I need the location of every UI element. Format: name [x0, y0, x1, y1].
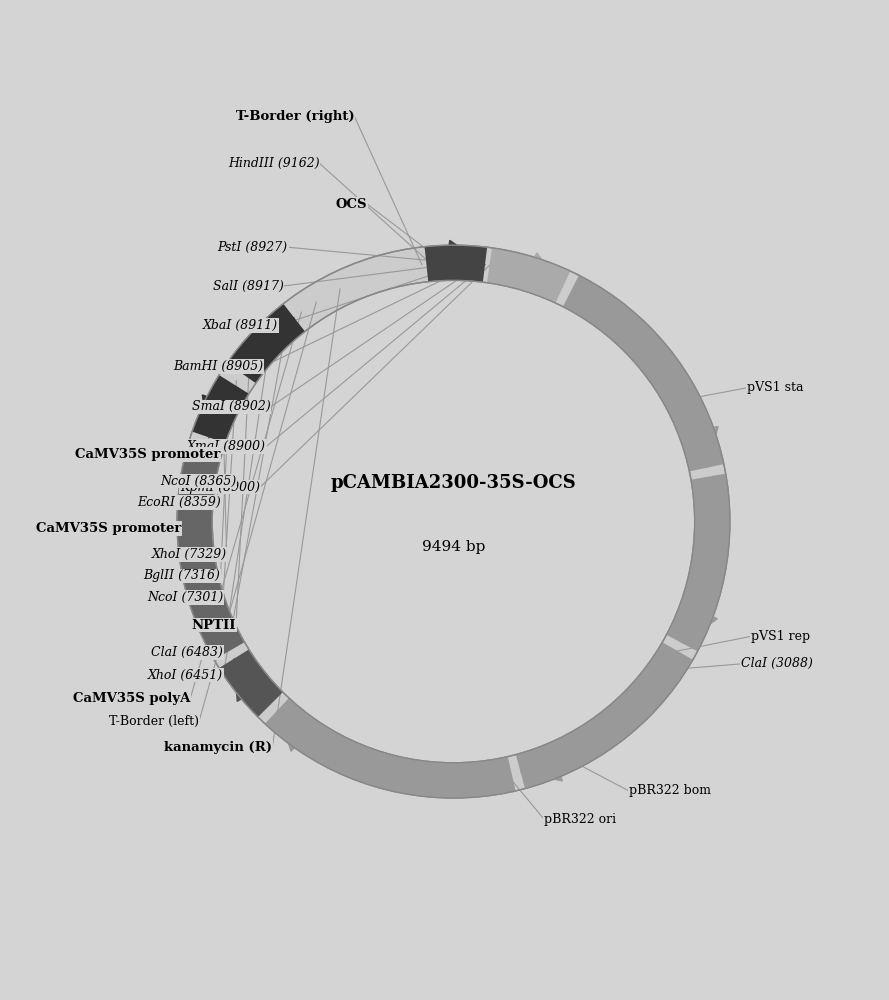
Text: pVS1 rep: pVS1 rep: [751, 630, 810, 643]
Polygon shape: [682, 600, 717, 643]
Polygon shape: [252, 318, 294, 357]
Text: NPTII: NPTII: [191, 619, 236, 632]
Text: SmaI (8902): SmaI (8902): [192, 400, 270, 413]
Text: NcoI (8365): NcoI (8365): [160, 475, 236, 488]
Polygon shape: [234, 659, 271, 701]
Polygon shape: [520, 253, 563, 289]
Text: 9494 bp: 9494 bp: [421, 540, 485, 554]
Text: HindIII (9162): HindIII (9162): [228, 157, 320, 170]
Text: T-Border (right): T-Border (right): [236, 110, 354, 123]
Polygon shape: [265, 698, 516, 798]
Text: CaMV35S promoter: CaMV35S promoter: [76, 448, 220, 461]
Polygon shape: [425, 245, 487, 282]
Text: OCS: OCS: [336, 198, 367, 211]
Text: XhoI (7329): XhoI (7329): [151, 548, 227, 561]
Text: XhoI (6451): XhoI (6451): [148, 669, 223, 682]
Text: XbaI (8911): XbaI (8911): [204, 319, 278, 332]
Text: BglII (7316): BglII (7316): [144, 569, 220, 582]
Polygon shape: [192, 375, 249, 443]
Polygon shape: [220, 650, 283, 717]
Polygon shape: [563, 276, 724, 471]
Text: KpmI (8900): KpmI (8900): [180, 481, 260, 494]
Text: ClaI (6483): ClaI (6483): [151, 646, 223, 659]
Text: pCAMBIA2300-35S-OCS: pCAMBIA2300-35S-OCS: [331, 474, 576, 492]
Polygon shape: [516, 642, 693, 788]
Polygon shape: [178, 245, 730, 798]
Polygon shape: [667, 474, 730, 651]
Polygon shape: [203, 395, 240, 437]
Text: EcoRI (8359): EcoRI (8359): [137, 496, 220, 509]
Polygon shape: [277, 711, 318, 751]
Text: ClaI (3088): ClaI (3088): [741, 657, 813, 670]
Polygon shape: [679, 426, 718, 468]
Text: BamHI (8905): BamHI (8905): [173, 360, 264, 373]
Text: CaMV35S promoter: CaMV35S promoter: [36, 522, 181, 535]
Text: T-Border (left): T-Border (left): [109, 715, 199, 728]
Text: pVS1 sta: pVS1 sta: [747, 381, 804, 394]
Polygon shape: [228, 304, 305, 383]
Polygon shape: [520, 743, 562, 781]
Polygon shape: [178, 441, 244, 660]
Text: kanamycin (R): kanamycin (R): [164, 741, 272, 754]
Text: pBR322 ori: pBR322 ori: [544, 813, 616, 826]
Text: PstI (8927): PstI (8927): [218, 241, 288, 254]
Text: pBR322 bom: pBR322 bom: [629, 784, 710, 797]
Text: XmaI (8900): XmaI (8900): [188, 440, 266, 453]
Text: NcoI (7301): NcoI (7301): [147, 591, 223, 604]
Text: SalI (8917): SalI (8917): [212, 280, 284, 293]
Text: CaMV35S polyA: CaMV35S polyA: [73, 692, 190, 705]
Polygon shape: [444, 240, 485, 280]
Polygon shape: [487, 248, 570, 303]
